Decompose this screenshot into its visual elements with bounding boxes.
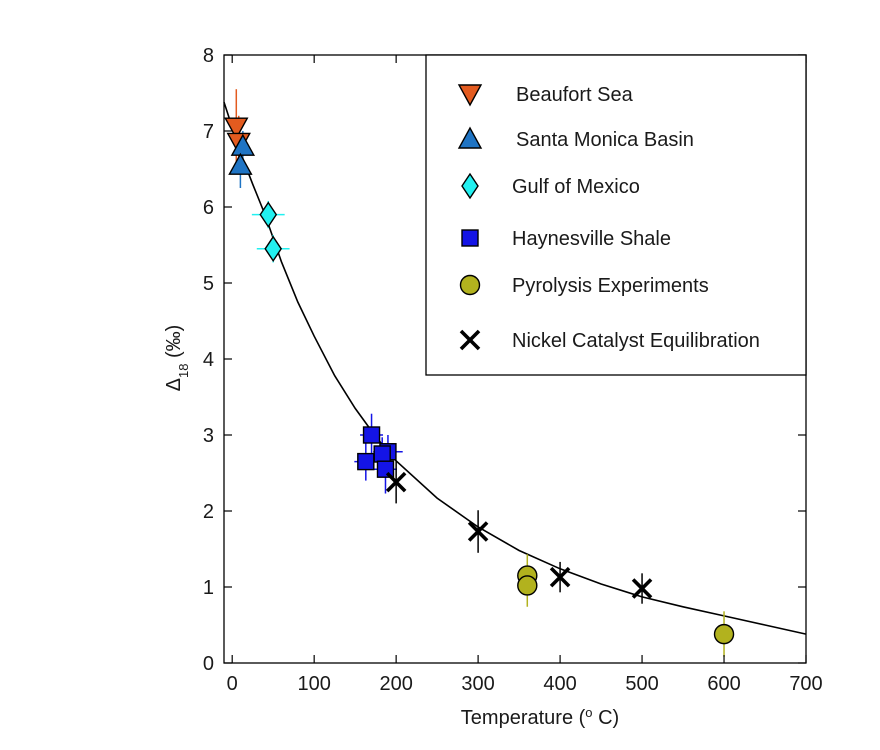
legend-label: Santa Monica Basin	[516, 129, 694, 151]
legend-marker	[457, 126, 483, 149]
y-tick-label: 6	[203, 197, 214, 219]
legend-label: Beaufort Sea	[516, 84, 634, 106]
data-point	[549, 566, 571, 588]
legend-marker	[457, 84, 483, 107]
data-point	[264, 235, 283, 263]
data-point	[357, 452, 375, 471]
y-tick-label: 0	[203, 653, 214, 675]
x-axis-title-tail: C)	[593, 707, 620, 729]
data-point	[362, 426, 381, 444]
y-tick-label: 4	[203, 349, 214, 371]
data-point	[631, 578, 653, 599]
legend-marker	[459, 274, 481, 296]
data-point	[517, 575, 538, 596]
y-tick-label: 8	[203, 45, 214, 67]
x-tick-label: 400	[543, 673, 576, 695]
legend-items: Beaufort Sea Santa Monica Basin Gulf of Me…	[457, 84, 760, 352]
data-point	[228, 152, 253, 175]
legend-marker	[459, 329, 481, 351]
legend-label: Gulf of Mexico	[512, 176, 640, 198]
x-tick-label: 200	[379, 673, 412, 695]
y-axis-title-delta: Δ	[163, 378, 185, 391]
data-point	[224, 117, 249, 140]
x-tick-label: 300	[461, 673, 494, 695]
x-axis-title-main: Temperature (	[461, 707, 586, 729]
y-tick-label: 2	[203, 501, 214, 523]
y-tick-label: 5	[203, 273, 214, 295]
x-tick-label: 600	[707, 673, 740, 695]
x-tick-label: 100	[297, 673, 330, 695]
x-tick-label: 0	[227, 673, 238, 695]
axis-ticks: 0 100 200 300 400 500 600 700 0 1 2 3 4 5 6 7 8	[203, 45, 823, 695]
y-tick-label: 7	[203, 121, 214, 143]
x-tick-label: 700	[789, 673, 822, 695]
data-point	[373, 445, 391, 463]
y-axis-title-sub: 18	[176, 364, 191, 378]
data-points-layer	[224, 89, 735, 657]
y-axis-title: Δ18 (‰)	[163, 325, 191, 392]
y-axis-title-unit: (‰)	[163, 325, 185, 364]
y-tick-label: 3	[203, 425, 214, 447]
legend-label: Pyrolysis Experiments	[512, 275, 709, 297]
data-point	[385, 471, 407, 493]
x-axis-title: Temperature (o C)	[461, 705, 619, 730]
legend-frame	[425, 54, 807, 376]
y-tick-label: 1	[203, 577, 214, 599]
x-tick-label: 500	[625, 673, 658, 695]
legend-marker	[461, 172, 479, 200]
data-point	[259, 201, 278, 228]
data-point	[230, 133, 256, 156]
x-axis-title-sup: o	[585, 705, 592, 720]
data-point	[467, 521, 489, 542]
legend-marker	[461, 229, 479, 247]
legend-label: Nickel Catalyst Equilibration	[512, 330, 760, 352]
legend-label: Haynesville Shale	[512, 228, 671, 250]
data-point	[713, 623, 735, 645]
legend: Beaufort Sea Santa Monica Basin Gulf of Me…	[425, 54, 807, 376]
